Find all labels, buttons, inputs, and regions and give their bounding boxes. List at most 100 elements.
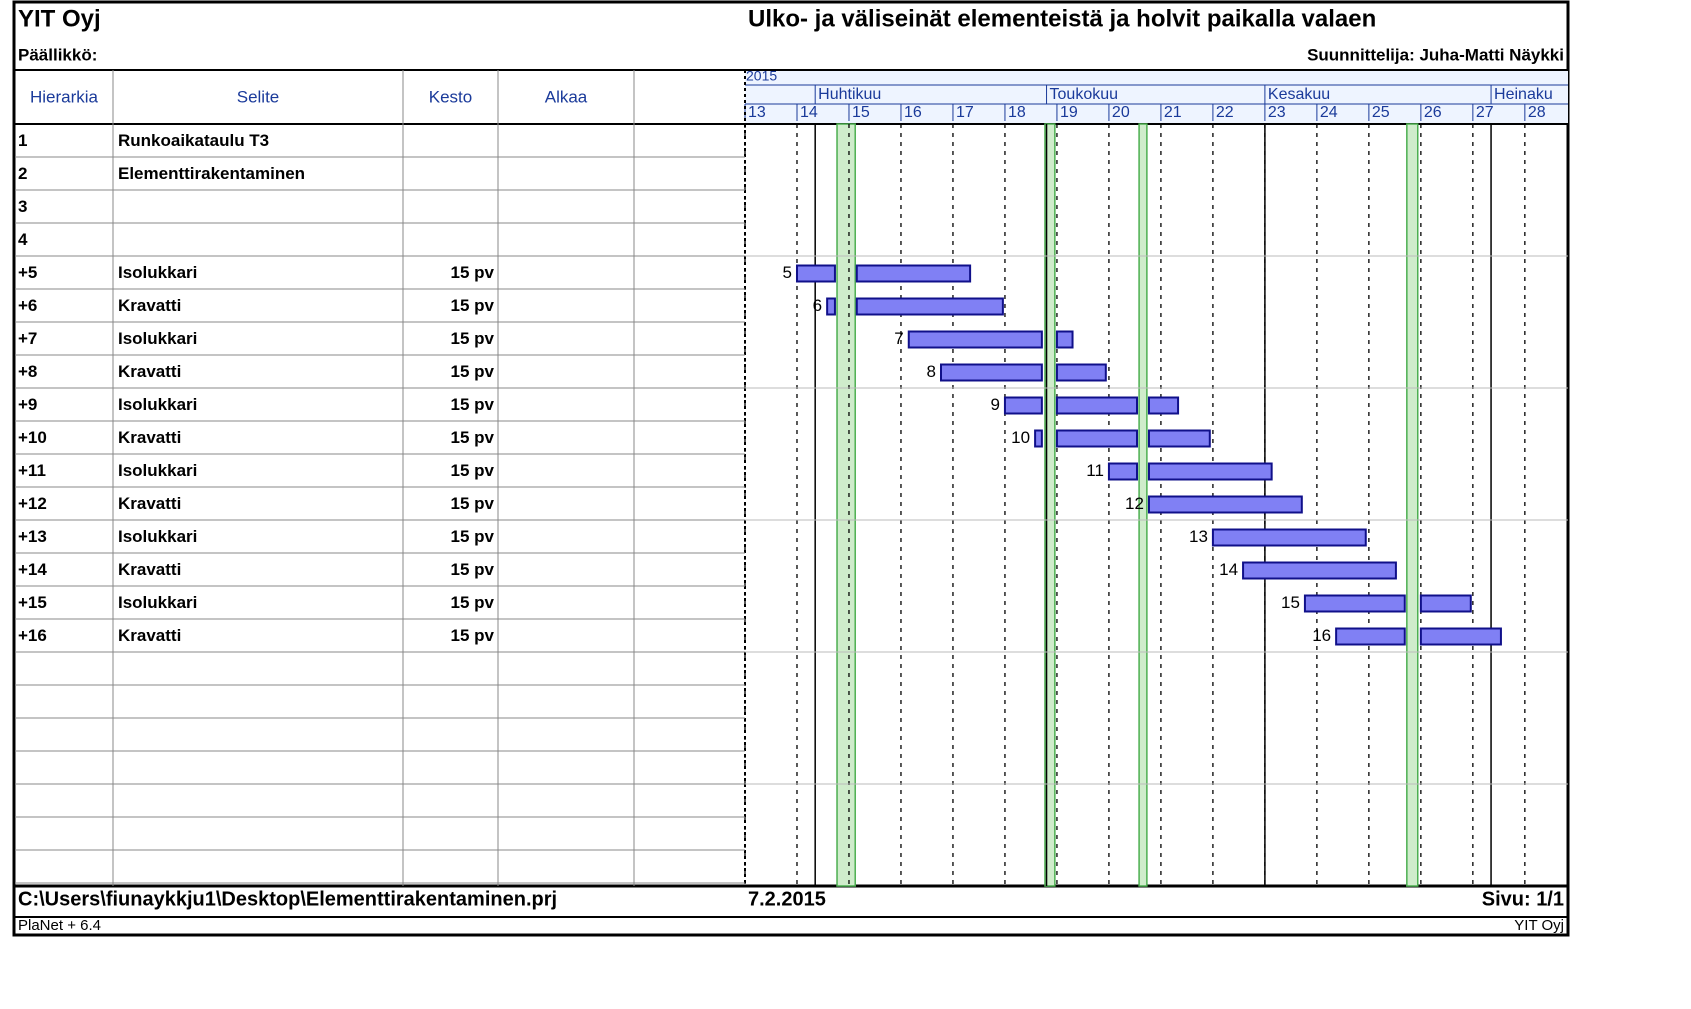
- title: Ulko- ja väliseinät elementeistä ja holv…: [748, 5, 1376, 32]
- description: Isolukkari: [118, 527, 197, 546]
- hierarchy: 3: [18, 197, 27, 216]
- duration: 15 pv: [451, 527, 495, 546]
- week-label: 23: [1268, 104, 1286, 121]
- holiday: [836, 123, 856, 887]
- week-label: 15: [852, 104, 870, 121]
- week-label: 17: [956, 104, 974, 121]
- task-bar: [1055, 363, 1107, 382]
- task-bar: [1055, 396, 1139, 415]
- hierarchy: +6: [18, 296, 37, 315]
- holiday: [1138, 123, 1148, 887]
- page: Sivu: 1/1: [1482, 888, 1564, 910]
- week-label: 20: [1112, 104, 1130, 121]
- description: Kravatti: [118, 428, 181, 447]
- task-bar: [1303, 594, 1406, 613]
- bar-label: 8: [927, 362, 936, 381]
- bar-label: 6: [813, 296, 822, 315]
- column-header: Alkaa: [545, 87, 588, 106]
- timeline-header: [745, 71, 1568, 123]
- duration: 15 pv: [451, 395, 495, 414]
- duration: 15 pv: [451, 560, 495, 579]
- task-bar: [1034, 429, 1043, 448]
- description: Isolukkari: [118, 263, 197, 282]
- description: Isolukkari: [118, 329, 197, 348]
- month-label: Toukokuu: [1050, 86, 1119, 103]
- holiday: [1406, 123, 1419, 887]
- hierarchy: 1: [18, 131, 27, 150]
- bar-label: 10: [1011, 428, 1030, 447]
- hierarchy: +8: [18, 362, 37, 381]
- hierarchy: +12: [18, 494, 47, 513]
- month-label: Heinaku: [1494, 86, 1553, 103]
- bar-label: 11: [1086, 461, 1104, 480]
- week-label: 24: [1320, 104, 1338, 121]
- bar-label: 13: [1189, 527, 1208, 546]
- week-label: 28: [1528, 104, 1546, 121]
- description: Runkoaikataulu T3: [118, 131, 269, 150]
- description: Isolukkari: [118, 395, 197, 414]
- bar-label: 16: [1312, 626, 1331, 645]
- hierarchy: +11: [18, 461, 46, 480]
- hierarchy: +5: [18, 263, 37, 282]
- task-bar: [1419, 627, 1502, 646]
- duration: 15 pv: [451, 362, 495, 381]
- task-bar: [1147, 462, 1273, 481]
- hierarchy: +7: [18, 329, 37, 348]
- duration: 15 pv: [451, 494, 495, 513]
- hierarchy: +16: [18, 626, 47, 645]
- hierarchy: +9: [18, 395, 37, 414]
- duration: 15 pv: [451, 296, 495, 315]
- week-label: 22: [1216, 104, 1234, 121]
- week-label: 21: [1164, 104, 1182, 121]
- description: Isolukkari: [118, 461, 197, 480]
- task-bar: [1107, 462, 1139, 481]
- task-bar: [1242, 561, 1397, 580]
- column-header: Hierarkia: [30, 87, 99, 106]
- column-header: Kesto: [429, 87, 472, 106]
- duration: 15 pv: [451, 626, 495, 645]
- company: YIT Oyj: [18, 5, 101, 32]
- hierarchy: +14: [18, 560, 47, 579]
- task-bar: [1335, 627, 1406, 646]
- task-bar: [1147, 429, 1211, 448]
- task-bar: [1211, 528, 1367, 547]
- duration: 15 pv: [451, 329, 495, 348]
- hierarchy: 2: [18, 164, 27, 183]
- task-bar: [907, 330, 1043, 349]
- task-bar: [855, 297, 1004, 316]
- task-bar: [855, 264, 972, 283]
- bar-label: 15: [1281, 593, 1300, 612]
- hierarchy: +10: [18, 428, 47, 447]
- week-label: 14: [800, 104, 818, 121]
- year: 2015: [746, 68, 777, 84]
- week-label: 25: [1372, 104, 1390, 121]
- week-label: 19: [1060, 104, 1078, 121]
- description: Kravatti: [118, 362, 181, 381]
- date: 7.2.2015: [748, 888, 826, 910]
- week-label: 26: [1424, 104, 1442, 121]
- task-bar: [1147, 495, 1303, 514]
- hierarchy: +15: [18, 593, 47, 612]
- task-bar: [1003, 396, 1043, 415]
- bar-label: 7: [894, 329, 903, 348]
- task-bar: [1055, 429, 1139, 448]
- month-label: Kesakuu: [1268, 86, 1330, 103]
- hierarchy: +13: [18, 527, 47, 546]
- task-bar: [795, 264, 836, 283]
- software: PlaNet + 6.4: [18, 917, 101, 934]
- bar-label: 14: [1219, 560, 1238, 579]
- task-bar: [940, 363, 1043, 382]
- designer: Suunnittelija: Juha-Matti Näykki: [1307, 45, 1564, 64]
- description: Elementtirakentaminen: [118, 164, 305, 183]
- manager: Päällikkö:: [18, 45, 97, 64]
- task-bar: [1419, 594, 1472, 613]
- holiday: [1044, 123, 1056, 887]
- week-label: 18: [1008, 104, 1026, 121]
- duration: 15 pv: [451, 263, 495, 282]
- duration: 15 pv: [451, 593, 495, 612]
- bar-label: 12: [1125, 494, 1144, 513]
- description: Isolukkari: [118, 593, 197, 612]
- bar-label: 9: [990, 395, 999, 414]
- description: Kravatti: [118, 626, 181, 645]
